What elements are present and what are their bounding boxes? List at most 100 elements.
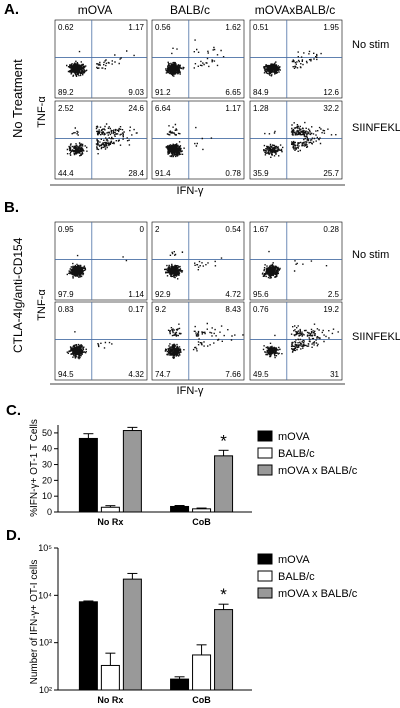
panel-b-quadrant-upper-left-value: 0.95 bbox=[58, 225, 74, 234]
panel-a-side-label: No Treatment bbox=[10, 59, 25, 138]
panel-d-bar bbox=[214, 609, 234, 691]
panel-b-plot-frame bbox=[54, 221, 148, 301]
panel-b-quadrant-upper-left-value: 1.67 bbox=[253, 225, 269, 234]
panel-d-legend-label: mOVA bbox=[278, 554, 310, 566]
panel-a-quadrant-upper-right-value: 32.2 bbox=[323, 104, 339, 113]
panel-d-bar bbox=[100, 664, 120, 691]
panel-b-quadrant-lower-right-value: 2.5 bbox=[328, 290, 340, 299]
panel-b-quadrant-lower-left-value: 92.9 bbox=[155, 290, 171, 299]
panel-b-quadrant-upper-left-value: 0.76 bbox=[253, 305, 269, 314]
panel-a-quadrant-lower-left-value: 35.9 bbox=[253, 169, 269, 178]
panel-c-x-tick-label: CoB bbox=[192, 517, 211, 527]
panel-a-quadrant-upper-left-value: 0.56 bbox=[155, 23, 171, 32]
panel-a-quadrant-lower-right-value: 28.4 bbox=[128, 169, 144, 178]
panel-b-x-axis: IFN-γ bbox=[177, 385, 204, 397]
panel-a-col-mova-x-balbc: mOVAxBALB/c bbox=[255, 3, 335, 17]
panel-a-col-mova: mOVA bbox=[78, 3, 112, 17]
panel-b-plot-frame bbox=[151, 221, 245, 301]
panel-c-y-tick-label: 50 bbox=[42, 428, 52, 438]
panel-c-bar bbox=[122, 430, 142, 513]
panel-d-bar bbox=[192, 654, 212, 691]
panel-c-legend-swatch bbox=[257, 447, 273, 459]
panel-a-plot-frame bbox=[54, 19, 148, 99]
panel-c-y-axis-label: %IFN-γ+ OT-1 T Cells bbox=[29, 419, 40, 517]
panel-b-row-siinfekl: SIINFEKL bbox=[352, 331, 400, 343]
panel-d-y-tick-label: 10⁵ bbox=[38, 543, 52, 553]
panel-c-y-tick-label: 20 bbox=[42, 475, 52, 485]
panel-b-quadrant-upper-right-value: 8.43 bbox=[225, 305, 241, 314]
panel-a-quadrant-upper-right-value: 1.62 bbox=[225, 23, 241, 32]
panel-b-event-dots bbox=[66, 254, 128, 279]
panel-a-quadrant-lower-left-value: 89.2 bbox=[58, 88, 74, 97]
panel-b-quadrant-lower-left-value: 97.9 bbox=[58, 290, 74, 299]
panel-c-legend-label: BALB/c bbox=[278, 448, 315, 460]
panel-c-bar-chart: 0 10 20 30 40 50 No Rx * CoB bbox=[42, 425, 252, 527]
panel-b-plot-frame bbox=[151, 301, 245, 381]
panel-c-bar bbox=[100, 506, 120, 513]
panel-c-bar bbox=[192, 508, 212, 513]
panel-d-legend-label: BALB/c bbox=[278, 571, 315, 583]
panel-d-legend-swatch bbox=[257, 587, 273, 599]
panel-c-legend-swatch bbox=[257, 430, 273, 442]
panel-a-x-axis: IFN-γ bbox=[177, 185, 204, 197]
panel-d-y-tick-label: 10³ bbox=[39, 638, 52, 648]
panel-a-quadrant-upper-right-value: 1.17 bbox=[128, 23, 144, 32]
panel-b-row-no-stim: No stim bbox=[352, 249, 389, 261]
panel-c-legend-swatch bbox=[257, 464, 273, 476]
panel-d-y-tick-label: 10² bbox=[39, 685, 52, 695]
panel-a-quadrant-upper-left-value: 6.64 bbox=[155, 104, 171, 113]
panel-a-quadrant-lower-right-value: 0.78 bbox=[225, 169, 241, 178]
panel-c-x-tick-label: No Rx bbox=[97, 517, 123, 527]
panel-a-event-dots bbox=[165, 123, 213, 158]
panel-b-quadrant-upper-right-value: 19.2 bbox=[323, 305, 339, 314]
panel-a-event-dots bbox=[263, 121, 337, 158]
panel-b-event-dots bbox=[164, 322, 244, 359]
panel-d-x-tick-label: CoB bbox=[192, 695, 211, 705]
panel-b-quadrant-lower-left-value: 49.5 bbox=[253, 370, 269, 379]
panel-d-bar bbox=[78, 601, 98, 691]
panel-c-legend-label: mOVA x BALB/c bbox=[278, 465, 358, 477]
panel-a-y-axis: TNF-α bbox=[36, 96, 48, 128]
panel-c-significance-marker: * bbox=[220, 431, 227, 450]
panel-b-quadrant-lower-right-value: 7.66 bbox=[225, 370, 241, 379]
panel-a-col-balbc: BALB/c bbox=[170, 3, 210, 17]
panel-b-event-dots bbox=[164, 251, 223, 280]
panel-a-quadrant-upper-left-value: 2.52 bbox=[58, 104, 74, 113]
panel-d-significance-marker: * bbox=[220, 585, 227, 604]
panel-b-quadrant-upper-right-value: 0.54 bbox=[225, 225, 241, 234]
panel-a-event-dots bbox=[263, 50, 322, 77]
panel-a-quadrant-upper-right-value: 1.17 bbox=[225, 104, 241, 113]
panel-a-quadrant-lower-right-value: 6.65 bbox=[225, 88, 241, 97]
panel-b-quadrant-upper-left-value: 2 bbox=[155, 225, 160, 234]
panel-d-legend-label: mOVA x BALB/c bbox=[278, 588, 358, 600]
panel-b-letter: B. bbox=[4, 199, 19, 216]
panel-c-y-tick-label: 10 bbox=[42, 491, 52, 501]
panel-b-event-dots bbox=[262, 323, 339, 359]
panel-a-quadrant-lower-left-value: 84.9 bbox=[253, 88, 269, 97]
panel-a: A. mOVA BALB/c mOVAxBALB/c No Treatment … bbox=[4, 1, 400, 197]
panel-a-flow-plots: 0.62 1.17 89.2 9.03 0.56 1.62 91.2 6.65 0.51 1.95… bbox=[54, 19, 343, 180]
panel-b-quadrant-upper-right-value: 0 bbox=[140, 225, 145, 234]
panel-a-plot-frame bbox=[249, 100, 343, 180]
panel-b-plot-frame bbox=[54, 301, 148, 381]
panel-a-quadrant-lower-right-value: 12.6 bbox=[323, 88, 339, 97]
panel-b-y-axis: TNF-α bbox=[36, 289, 48, 321]
panel-a-quadrant-upper-left-value: 0.51 bbox=[253, 23, 269, 32]
panel-b-quadrant-lower-left-value: 74.7 bbox=[155, 370, 171, 379]
panel-a-quadrant-lower-left-value: 91.2 bbox=[155, 88, 171, 97]
panel-a-quadrant-lower-left-value: 44.4 bbox=[58, 169, 74, 178]
panel-c-legend-label: mOVA bbox=[278, 431, 310, 443]
panel-a-letter: A. bbox=[4, 1, 19, 18]
panel-d-y-tick-label: 10⁴ bbox=[38, 590, 52, 600]
panel-c-bar bbox=[170, 505, 190, 513]
panel-d: D. Number of IFN-γ+ OT-I cells 10² 10³ 10⁴… bbox=[6, 527, 358, 705]
panel-a-quadrant-upper-left-value: 0.62 bbox=[58, 23, 74, 32]
panel-b-quadrant-lower-right-value: 4.32 bbox=[128, 370, 144, 379]
panel-b-quadrant-lower-left-value: 95.6 bbox=[253, 290, 269, 299]
panel-b-flow-plots: 0.95 0 97.9 1.14 2 0.54 92.9 4.72 1.67 0.28 95.6 2.… bbox=[54, 221, 343, 381]
panel-b-quadrant-upper-left-value: 0.83 bbox=[58, 305, 74, 314]
panel-d-letter: D. bbox=[6, 527, 21, 544]
panel-a-quadrant-upper-right-value: 1.95 bbox=[323, 23, 339, 32]
panel-a-event-dots bbox=[66, 123, 138, 157]
